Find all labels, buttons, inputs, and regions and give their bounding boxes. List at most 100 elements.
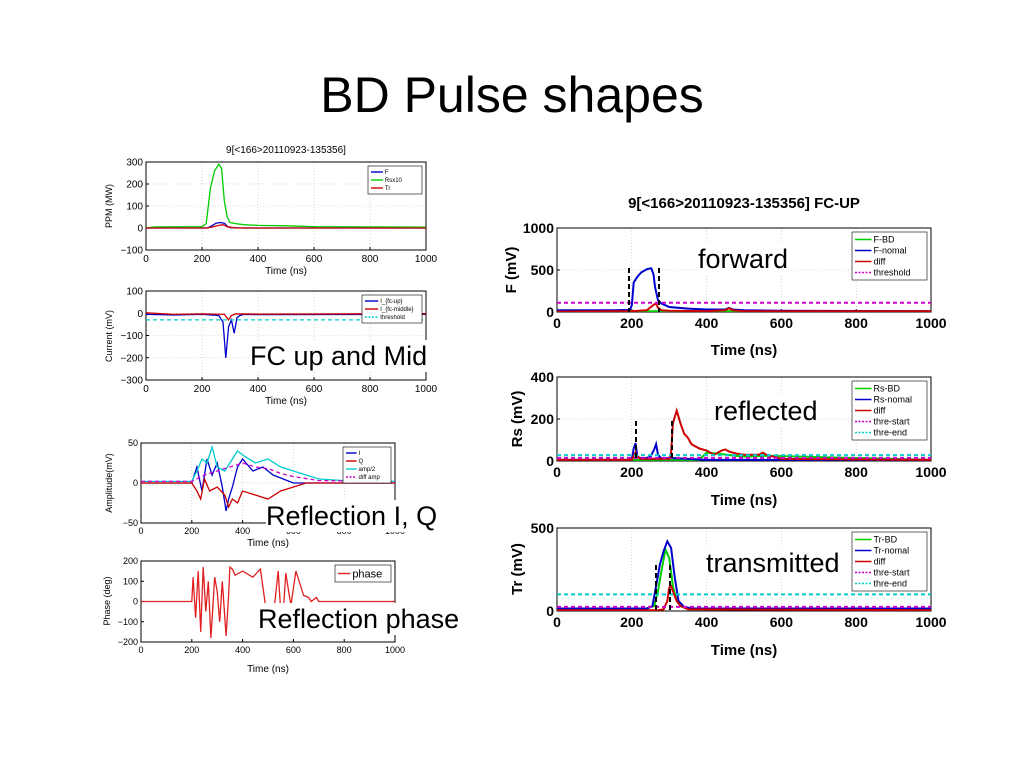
label-reflection-phase: Reflection phase [258,603,460,635]
y-tick-label: 1000 [523,220,554,236]
legend-entry: diff [874,257,886,267]
x-tick-label: 800 [845,614,869,630]
x-tick-label: 800 [845,464,869,480]
y-tick-label: 0 [546,603,554,619]
legend-entry: Rs-BD [874,384,901,394]
legend-entry: Tr-nomal [874,546,910,556]
y-tick-label: 0 [546,304,554,320]
y-axis-label: Current (mV) [104,310,114,362]
x-axis-label: Time (ns) [265,266,307,277]
y-tick-label: 400 [531,369,555,385]
legend-entry: I_{fc-up} [380,299,402,305]
y-tick-label: −50 [123,518,138,528]
y-tick-label: −200 [120,353,143,364]
series-line-diff [557,584,931,611]
y-tick-label: −100 [120,331,143,342]
y-tick-label: 0 [133,597,138,607]
legend-entry: Tr [385,186,390,192]
x-tick-label: 1000 [915,464,946,480]
x-tick-label: 400 [695,315,719,331]
x-tick-label: 200 [194,384,211,395]
legend-entry: diff [874,406,886,416]
chart-fc-current: 0 200 400 600 800 1000 −300 −200 −100 0 100 I_{fc-u… [104,287,438,408]
y-tick-label: 200 [531,411,555,427]
x-tick-label: 400 [235,645,250,655]
x-tick-label: 600 [770,464,794,480]
series-line-tr [146,224,426,229]
y-tick-label: 200 [123,556,138,566]
legend-entry: F-BD [874,235,895,245]
y-tick-label: −300 [120,376,143,387]
y-tick-label: 500 [531,520,555,536]
label-fc-up-mid: FC up and Mid [250,340,428,372]
chart-fc-up-reflected: 0 200 400 600 800 1000 0 200 400 Rs-BDRs-nomaldif… [509,369,947,509]
legend-entry: F-nomal [874,246,907,256]
x-tick-label: 400 [695,614,719,630]
x-tick-label: 0 [553,464,561,480]
x-tick-label: 800 [337,645,352,655]
x-axis-label: Time (ns) [711,642,777,659]
chart-ppm: 0 200 400 600 800 1000−1000100200300FRsx10Tr9… [104,145,438,277]
x-tick-label: 1000 [415,254,438,265]
legend-entry: Rsx10 [385,178,403,184]
y-tick-label: 0 [133,478,138,488]
y-tick-label: 0 [137,224,143,235]
y-axis-label: PPM (MW) [104,184,114,228]
legend-entry: thre-end [874,428,908,438]
legend-entry: amp/2 [359,467,376,473]
x-tick-label: 200 [620,315,644,331]
legend-entry: I [359,451,361,457]
x-tick-label: 1000 [415,384,438,395]
x-tick-label: 600 [306,254,323,265]
series-line-q [141,476,395,509]
y-tick-label: 500 [531,262,555,278]
x-tick-label: 600 [770,614,794,630]
series-line-i-fc-middle- [146,312,426,322]
x-tick-label: 0 [553,315,561,331]
legend-entry: Q [359,459,364,465]
x-axis-label: Time (ns) [265,396,307,407]
x-tick-label: 1000 [915,614,946,630]
x-axis-label: Time (ns) [711,342,777,359]
x-tick-label: 200 [184,645,199,655]
legend-entry: thre-start [874,417,911,427]
x-tick-label: 1000 [915,315,946,331]
legend-entry: thre-end [874,579,908,589]
series-line-phase [141,565,395,639]
legend-entry: Rs-nomal [874,395,913,405]
x-tick-label: 200 [184,526,199,536]
legend-entry: thre-start [874,568,911,578]
legend-entry: threshold [380,315,405,321]
label-forward: forward [698,243,789,275]
x-tick-label: 0 [143,254,149,265]
chart-fc-up-transmitted: 0 200 400 600 800 10000500Tr-BDTr-nomaldiffth… [509,520,947,659]
y-tick-label: 300 [126,158,143,169]
y-tick-label: 200 [126,180,143,191]
x-tick-label: 0 [553,614,561,630]
label-reflection-iq: Reflection I, Q [266,500,438,532]
series-line-diff [557,302,931,312]
legend-entry: threshold [874,268,911,278]
legend-entry: Tr-BD [874,535,898,545]
x-tick-label: 400 [250,384,267,395]
x-tick-label: 0 [143,384,149,395]
x-tick-label: 1000 [385,645,405,655]
series-line-amp-2 [141,444,395,483]
y-tick-label: 0 [137,309,143,320]
x-axis-label: Time (ns) [711,492,777,509]
y-axis-label: Amplitude(mV) [104,453,114,513]
x-axis-label: Time (ns) [247,664,289,675]
y-axis-label: Tr (mV) [509,543,526,595]
chart-fc-up-forward: 0 200 400 600 800 1000 0 500 1000 F-BDF-nomaldiff… [503,195,947,359]
series-line-diff-amp [141,462,395,483]
x-tick-label: 0 [138,526,143,536]
chart-title: 9[<166>20110923-135356] [226,145,346,156]
y-tick-label: 100 [123,576,138,586]
legend-entry: F [385,170,389,176]
y-tick-label: −100 [120,246,143,257]
x-tick-label: 600 [306,384,323,395]
x-tick-label: 800 [845,315,869,331]
legend-entry: diff [874,557,886,567]
